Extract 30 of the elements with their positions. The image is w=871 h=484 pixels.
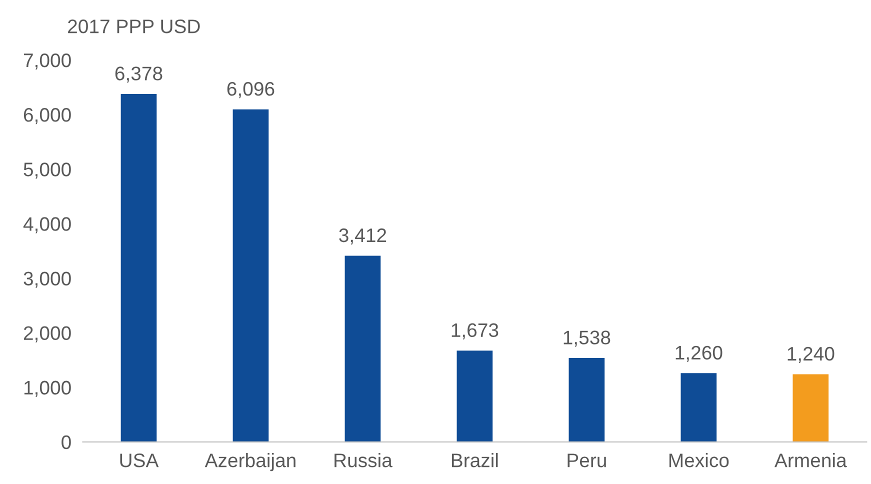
- bar: [680, 373, 717, 442]
- bar: [456, 350, 493, 442]
- x-tick-label: Armenia: [774, 453, 847, 468]
- x-tick-label: Russia: [334, 453, 392, 468]
- y-tick-label: 1,000: [24, 380, 71, 397]
- bar: [792, 374, 829, 442]
- bar: [568, 358, 605, 442]
- y-tick-label: 4,000: [23, 217, 71, 234]
- y-tick-label: 5,000: [24, 162, 71, 179]
- data-label: 1,240: [788, 346, 834, 363]
- x-tick-label: Peru: [568, 454, 606, 468]
- y-axis-title: 2017 PPP USD: [68, 19, 200, 34]
- x-tick-label: Brazil: [452, 453, 498, 468]
- x-tick-label: Azerbaijan: [204, 453, 296, 472]
- y-tick-label: 0: [62, 435, 71, 450]
- bar: [120, 94, 157, 442]
- y-tick-label: 3,000: [24, 272, 71, 288]
- x-tick-label: Mexico: [669, 453, 729, 468]
- data-label: 6,096: [227, 82, 274, 98]
- data-label: 6,378: [115, 66, 162, 83]
- y-tick-label: 6,000: [24, 108, 71, 124]
- y-tick-label: 2,000: [24, 326, 71, 342]
- data-label: 1,673: [452, 323, 498, 340]
- data-label: 1,260: [676, 346, 722, 362]
- data-label: 1,538: [564, 330, 610, 347]
- data-label: 3,412: [339, 228, 386, 244]
- y-tick-label: 7,000: [24, 53, 71, 70]
- x-tick-label: USA: [120, 454, 159, 468]
- bar: [232, 109, 269, 442]
- bar: [344, 256, 381, 442]
